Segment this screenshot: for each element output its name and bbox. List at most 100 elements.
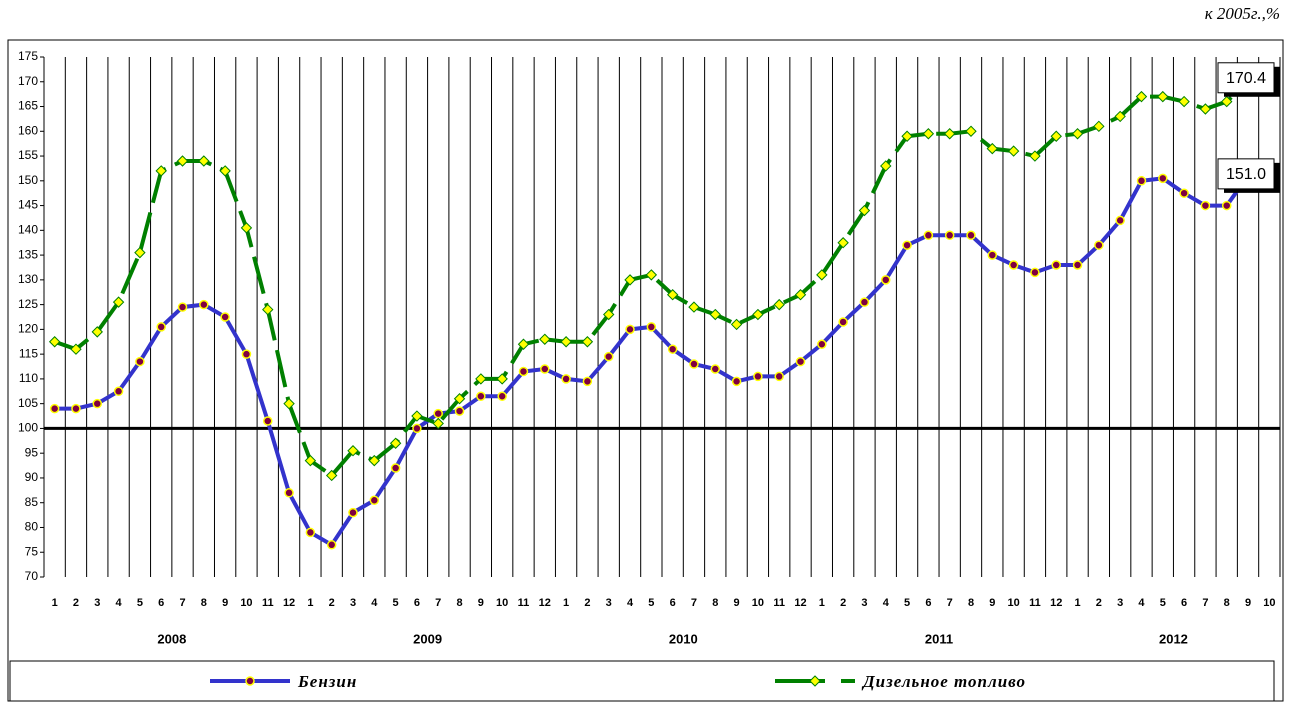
- point: [582, 376, 593, 387]
- point: [283, 397, 295, 410]
- point: [433, 408, 443, 419]
- point: [710, 364, 721, 374]
- point: [48, 336, 61, 348]
- x-tick-label: 10: [1007, 597, 1019, 609]
- point: [986, 142, 999, 155]
- point: [220, 312, 230, 322]
- x-tick-label: 12: [283, 597, 295, 609]
- point: [581, 336, 594, 348]
- x-tick-label: 4: [371, 597, 378, 609]
- point: [71, 403, 81, 414]
- annotation-label: 151.0: [1226, 166, 1266, 183]
- x-tick-label: 12: [794, 597, 806, 609]
- point: [603, 351, 614, 362]
- point: [624, 274, 636, 286]
- legend-label: Дизельное топливо: [861, 672, 1026, 691]
- x-tick-label: 12: [1050, 597, 1062, 609]
- y-tick-label: 110: [19, 371, 38, 385]
- annotation-label: 170.4: [1226, 70, 1266, 87]
- x-tick-label: 9: [222, 597, 228, 609]
- y-tick-label: 80: [25, 520, 39, 534]
- x-tick-label: 3: [861, 597, 867, 609]
- point: [1135, 90, 1148, 103]
- x-tick-label: 3: [94, 597, 100, 609]
- legend-marker: [809, 675, 821, 687]
- y-tick-label: 155: [18, 148, 38, 162]
- year-label: 2010: [669, 631, 698, 646]
- point: [1071, 128, 1084, 140]
- x-tick-label: 11: [1029, 597, 1041, 609]
- point: [113, 386, 124, 397]
- y-tick-label: 130: [18, 272, 38, 286]
- point: [155, 165, 167, 177]
- point: [475, 373, 487, 385]
- point: [389, 437, 402, 449]
- x-tick-label: 1: [1074, 597, 1080, 609]
- point: [881, 275, 891, 285]
- point: [1157, 90, 1169, 103]
- x-tick-label: 9: [478, 597, 484, 609]
- point: [199, 299, 209, 310]
- point: [667, 344, 678, 354]
- point: [304, 454, 317, 467]
- point: [1072, 260, 1083, 270]
- point: [923, 230, 934, 241]
- point: [1136, 176, 1147, 186]
- x-tick-label: 6: [670, 597, 676, 609]
- point: [517, 338, 530, 350]
- point: [91, 326, 103, 338]
- point: [838, 317, 848, 327]
- point: [1094, 240, 1104, 250]
- point: [540, 364, 550, 374]
- x-tick-label: 2: [73, 597, 79, 609]
- x-tick-label: 7: [1202, 597, 1208, 609]
- year-label: 2008: [157, 631, 186, 646]
- y-tick-label: 115: [19, 346, 38, 360]
- point: [753, 371, 763, 382]
- chart-border: [7, 39, 1284, 702]
- point: [390, 463, 401, 473]
- point: [987, 250, 998, 260]
- point: [476, 391, 486, 401]
- y-tick-label: 160: [18, 123, 38, 137]
- unit-label: к 2005г.,%: [1205, 4, 1280, 23]
- point: [325, 469, 338, 482]
- x-tick-label: 8: [968, 597, 974, 609]
- x-tick-label: 1: [307, 597, 313, 609]
- point: [411, 410, 423, 422]
- x-tick-label: 10: [1263, 597, 1275, 609]
- x-tick-label: 2: [1096, 597, 1102, 609]
- point: [177, 302, 188, 312]
- point: [1030, 267, 1040, 278]
- point: [817, 339, 827, 349]
- point: [902, 240, 912, 250]
- point: [837, 237, 849, 249]
- point: [284, 488, 294, 498]
- legend-label: Бензин: [297, 672, 357, 691]
- point: [348, 507, 358, 518]
- point: [112, 296, 125, 308]
- x-tick-label: 5: [137, 597, 143, 609]
- point: [880, 160, 892, 172]
- point: [240, 222, 253, 234]
- point: [262, 303, 274, 316]
- point: [646, 322, 657, 332]
- point: [539, 333, 551, 345]
- legend-marker: [245, 676, 255, 686]
- point: [198, 155, 210, 167]
- point: [263, 416, 273, 426]
- point: [922, 128, 935, 140]
- x-tick-label: 8: [1224, 597, 1230, 609]
- x-tick-label: 10: [240, 597, 252, 609]
- point: [773, 298, 785, 311]
- point: [1093, 120, 1105, 133]
- point: [795, 356, 806, 367]
- point: [497, 391, 507, 401]
- y-tick-label: 100: [18, 421, 38, 435]
- point: [689, 359, 699, 369]
- point: [666, 289, 679, 301]
- x-tick-label: 11: [262, 597, 274, 609]
- point: [156, 322, 166, 332]
- point: [1051, 260, 1061, 270]
